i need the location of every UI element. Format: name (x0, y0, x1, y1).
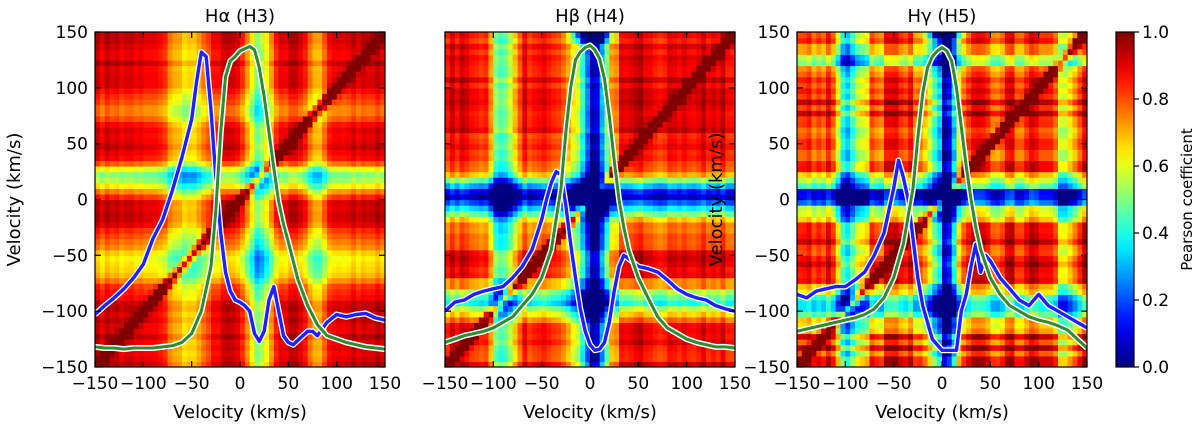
series-green-line (445, 43, 735, 350)
colorbar-tick-label: 0.0 (1142, 358, 1169, 378)
panel-title: Hβ (H4) (555, 6, 625, 27)
y-tick-label: 0 (779, 191, 790, 211)
panel-1: −150 −100 −50 0 50 100 150−150−100−50050100150… (4, 6, 401, 423)
colorbar: 0.0 0.2 0.4 0.6 0.8 1.0 Pearson coefficient (1115, 23, 1196, 378)
colorbar-tick-label: 1.0 (1142, 23, 1169, 43)
series-green-line (95, 45, 385, 351)
panel-title: Hα (H3) (205, 6, 275, 27)
x-axis-label: Velocity (km/s) (523, 402, 657, 423)
x-tick-label: 50 (278, 374, 300, 394)
colorbar-tick-label: 0.8 (1142, 90, 1169, 110)
y-axis-label: Velocity (km/s) (706, 133, 727, 267)
x-tick-label: −100 (822, 374, 869, 394)
y-tick-label: −100 (743, 302, 790, 322)
panel-title: Hγ (H5) (908, 6, 977, 27)
x-tick-label: 0 (937, 374, 948, 394)
x-axis-label: Velocity (km/s) (173, 402, 307, 423)
x-tick-label: 150 (719, 374, 751, 394)
y-tick-label: −150 (743, 358, 790, 378)
y-tick-label: 50 (66, 135, 88, 155)
x-tick-label: 50 (628, 374, 650, 394)
heatmap-panel-2 (445, 32, 735, 367)
panel-3: −150 −100 −50 0 50 100 150−150−100−50050100150… (706, 6, 1103, 423)
panel-2: −150 −100 −50 0 50 100 150 Hβ (H4) Velocity (km/… (422, 6, 752, 423)
y-tick-label: 50 (768, 135, 790, 155)
x-tick-label: 0 (235, 374, 246, 394)
x-tick-label: −150 (422, 374, 469, 394)
y-tick-label: 100 (56, 79, 88, 99)
heatmap-panel-1 (95, 32, 385, 367)
x-tick-label: 50 (980, 374, 1002, 394)
series-blue-line (95, 50, 385, 347)
y-tick-label: −100 (41, 302, 88, 322)
x-tick-label: −50 (524, 374, 560, 394)
x-tick-label: 100 (320, 374, 352, 394)
x-tick-label: 150 (1071, 374, 1103, 394)
y-axis-label: Velocity (km/s) (4, 133, 25, 267)
series-blue-line (445, 169, 735, 352)
colorbar-gradient (1116, 32, 1134, 367)
x-tick-label: 0 (585, 374, 596, 394)
x-tick-label: −50 (876, 374, 912, 394)
x-tick-label: 100 (1022, 374, 1054, 394)
x-tick-label: 150 (369, 374, 401, 394)
colorbar-tick-label: 0.2 (1142, 291, 1169, 311)
y-tick-label: 100 (758, 79, 790, 99)
y-tick-label: −50 (52, 246, 88, 266)
x-tick-label: 100 (670, 374, 702, 394)
y-tick-label: 150 (758, 23, 790, 43)
colorbar-tick-label: 0.6 (1142, 157, 1169, 177)
series-green-line (797, 46, 1087, 350)
x-axis-label: Velocity (km/s) (875, 402, 1009, 423)
series-blue-line (797, 158, 1087, 352)
colorbar-label: Pearson coefficient (1178, 128, 1196, 271)
heatmap-panel-3 (797, 32, 1087, 367)
y-tick-label: 150 (56, 23, 88, 43)
colorbar-frame (1115, 31, 1135, 368)
x-tick-label: −150 (774, 374, 821, 394)
y-tick-label: 0 (77, 191, 88, 211)
x-tick-label: −100 (470, 374, 517, 394)
x-tick-label: −100 (120, 374, 167, 394)
x-tick-label: −150 (72, 374, 119, 394)
y-tick-label: −50 (754, 246, 790, 266)
y-tick-label: −150 (41, 358, 88, 378)
colorbar-tick-label: 0.4 (1142, 224, 1169, 244)
x-tick-label: −50 (174, 374, 210, 394)
